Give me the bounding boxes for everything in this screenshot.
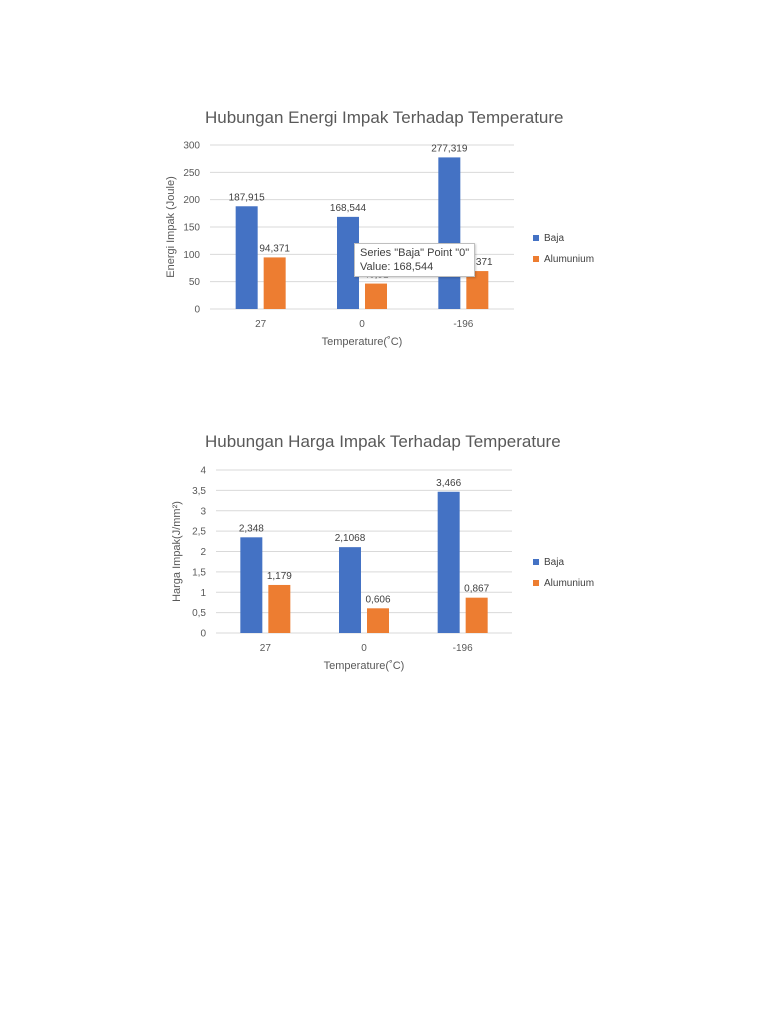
y-tick-label: 1 <box>200 588 206 599</box>
y-axis-title: Energi Impak (Joule) <box>165 176 177 278</box>
chart-title: Hubungan Energi Impak Terhadap Temperatu… <box>205 108 564 127</box>
data-label: 277,319 <box>431 143 468 154</box>
bar-alumunium-0 <box>367 608 389 633</box>
data-label: 69,371 <box>462 257 493 268</box>
bar-alumunium--196 <box>466 271 489 309</box>
chart-title: Hubungan Harga Impak Terhadap Temperatur… <box>205 432 561 451</box>
bar-baja-27 <box>235 206 258 309</box>
y-tick-label: 3,5 <box>192 486 206 497</box>
data-label: 2,348 <box>239 523 264 534</box>
energy-impact-chart: Hubungan Energi Impak Terhadap Temperatu… <box>150 100 620 360</box>
y-tick-label: 200 <box>183 195 200 206</box>
impact-price-chart: Hubungan Harga Impak Terhadap Temperatur… <box>150 426 620 680</box>
data-label: 187,915 <box>229 192 266 203</box>
bar-baja-0 <box>337 216 359 309</box>
tooltip-series-line: Series "Baja" Point "0" <box>360 247 470 259</box>
x-axis-title: Temperature(˚C) <box>324 660 405 672</box>
y-tick-label: 2 <box>200 547 206 558</box>
data-label: 0,606 <box>365 594 390 605</box>
y-tick-label: 0 <box>194 305 200 316</box>
x-tick-label: 27 <box>260 643 272 654</box>
x-tick-label: 27 <box>255 319 267 330</box>
data-label: 168,544 <box>330 203 367 214</box>
y-tick-label: 0,5 <box>192 608 206 619</box>
chart-plot: 0 50 100 150 200 250 300 187,915 94,371 27 168,544… <box>165 141 594 349</box>
legend-label: Alumunium <box>544 578 594 589</box>
legend-label: Alumunium <box>544 254 594 265</box>
legend-swatch <box>533 580 539 586</box>
bar-baja--196 <box>438 157 461 309</box>
bar-alumunium--196 <box>465 597 488 633</box>
chart-plot: 0 0,5 1 1,5 2 2,5 3 3,5 4 2,348 1,179 27 2,1068 0,606… <box>171 466 594 673</box>
bar-baja-0 <box>339 547 361 633</box>
y-axis-title: Harga Impak(J/mm²) <box>171 501 183 602</box>
chart-tooltip: Series "Baja" Point "0" Value: 168,544 <box>354 243 476 277</box>
legend-label: Baja <box>544 233 564 244</box>
x-tick-label: -196 <box>453 643 473 654</box>
y-tick-label: 250 <box>183 168 200 179</box>
data-label: 94,371 <box>259 243 290 254</box>
y-tick-label: 50 <box>189 277 201 288</box>
y-tick-label: 100 <box>183 250 200 261</box>
bar-alumunium-27 <box>268 584 291 633</box>
y-tick-label: 4 <box>200 466 206 477</box>
y-tick-label: 3 <box>200 506 206 517</box>
data-label: 0,867 <box>464 584 489 595</box>
x-tick-label: 0 <box>359 319 365 330</box>
bar-alumunium-27 <box>263 257 286 309</box>
data-label: 1,179 <box>267 571 292 582</box>
bar-alumunium-0 <box>365 283 387 309</box>
bar-baja--196 <box>437 491 460 633</box>
y-tick-label: 0 <box>200 629 206 640</box>
legend-swatch <box>533 559 539 565</box>
x-tick-label: 0 <box>361 643 367 654</box>
y-tick-label: 1,5 <box>192 567 206 578</box>
bar-baja-27 <box>240 537 263 633</box>
legend-swatch <box>533 235 539 241</box>
data-label: 2,1068 <box>335 533 366 544</box>
y-tick-label: 2,5 <box>192 527 206 538</box>
y-tick-label: 150 <box>183 223 200 234</box>
x-tick-label: -196 <box>453 319 473 330</box>
y-tick-label: 300 <box>183 141 200 152</box>
data-label: 3,466 <box>436 478 461 489</box>
legend-label: Baja <box>544 557 564 568</box>
tooltip-value-line: Value: 168,544 <box>360 261 434 273</box>
x-axis-title: Temperature(˚C) <box>322 336 403 348</box>
legend-swatch <box>533 256 539 262</box>
